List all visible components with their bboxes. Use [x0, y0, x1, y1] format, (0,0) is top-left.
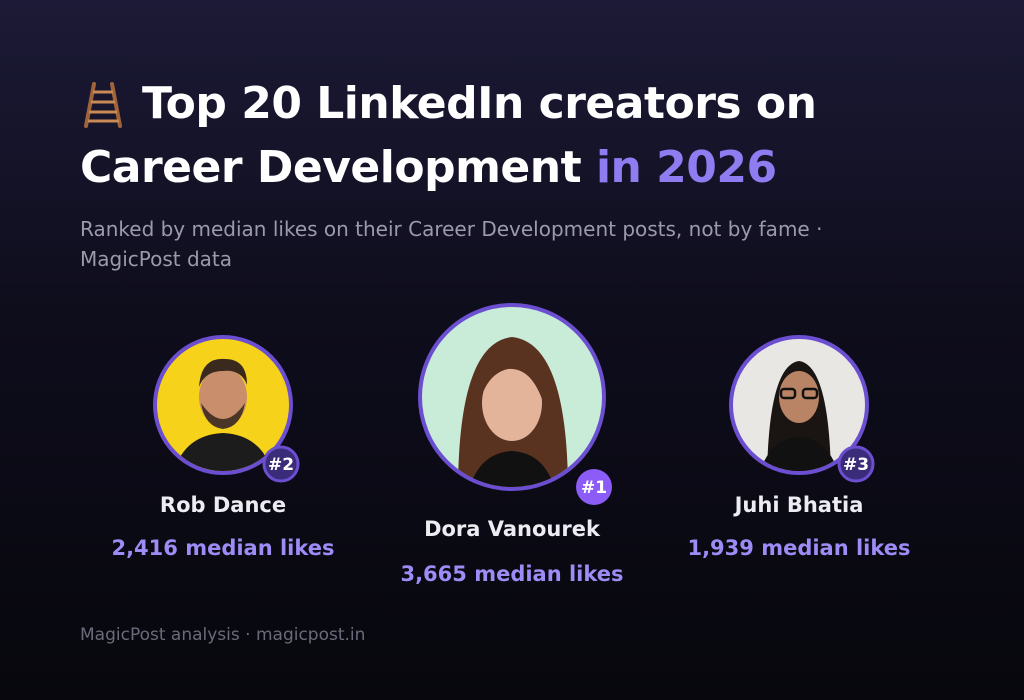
rank: #3 [843, 455, 869, 475]
rank: #2 [268, 455, 294, 475]
title-line2: Career Development in 2026 [80, 142, 777, 193]
title: Top 20 LinkedIn creators on [142, 78, 817, 129]
rank-badge: #3 [837, 445, 875, 483]
rank-badge: #1 [576, 469, 612, 505]
avatar [729, 335, 869, 475]
creator-likes: 1,939 median likes [687, 536, 911, 560]
avatar [153, 335, 293, 475]
title-text: Career Development [80, 142, 582, 193]
subtitle: Ranked by median likes on their Career D… [80, 217, 823, 271]
avatar [418, 303, 606, 491]
footer: MagicPost analysis · magicpost.in [80, 625, 366, 645]
creator-likes: 2,416 median likes [111, 536, 335, 560]
creator-likes: 3,665 median likes [400, 562, 624, 586]
rank: #1 [581, 478, 607, 498]
title-highlight: in 2026 [595, 142, 777, 193]
creator-name: Juhi Bhatia [734, 493, 864, 517]
ladder-icon [84, 82, 122, 128]
rank-badge: #2 [262, 445, 300, 483]
creator-name: Rob Dance [159, 493, 287, 517]
creator-name: Dora Vanourek [424, 517, 600, 541]
